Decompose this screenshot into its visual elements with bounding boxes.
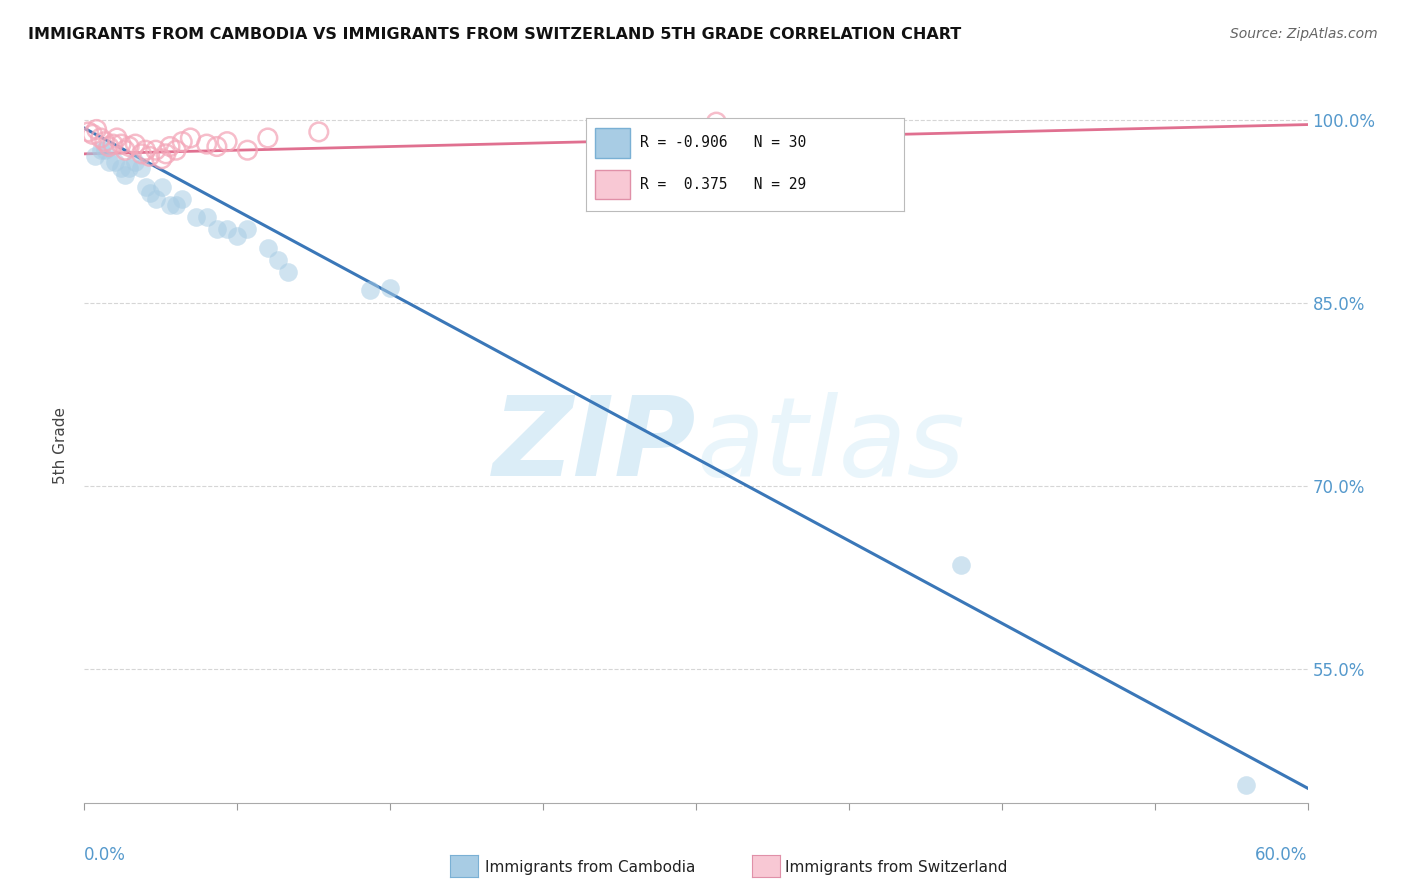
Point (205, 139, 228, 153)
Point (104, 155, 127, 169)
Point (150, 152, 173, 166)
Point (118, 139, 141, 153)
Point (90, 131, 112, 145)
Point (138, 186, 160, 200)
Text: Source: ZipAtlas.com: Source: ZipAtlas.com (1230, 27, 1378, 41)
Point (236, 222, 259, 236)
Point (145, 143, 167, 157)
Point (186, 211, 208, 225)
Y-axis label: 5th Grade: 5th Grade (53, 408, 69, 484)
Point (97, 155, 120, 169)
Text: IMMIGRANTS FROM CAMBODIA VS IMMIGRANTS FROM SWITZERLAND 5TH GRADE CORRELATION CH: IMMIGRANTS FROM CAMBODIA VS IMMIGRANTS F… (28, 27, 962, 42)
Point (165, 198, 187, 212)
Point (277, 265, 299, 279)
Point (101, 137, 124, 152)
Point (195, 137, 218, 152)
Point (205, 222, 228, 236)
Point (105, 131, 128, 145)
Point (110, 161, 132, 176)
Point (195, 211, 218, 225)
Point (1236, 777, 1258, 791)
Point (145, 192, 167, 206)
Text: Immigrants from Cambodia: Immigrants from Cambodia (485, 860, 696, 874)
Point (90, 143, 112, 157)
Point (138, 149, 160, 163)
Point (77, 125, 100, 139)
Point (97, 139, 120, 153)
Point (706, 115, 728, 129)
Point (217, 135, 239, 149)
Point (118, 161, 141, 176)
Point (359, 284, 381, 298)
Point (124, 137, 146, 152)
Text: ZIP: ZIP (492, 392, 696, 500)
Point (155, 146, 177, 161)
Point (114, 143, 136, 157)
Point (179, 131, 201, 145)
Point (159, 139, 181, 153)
Point (93, 135, 117, 149)
Text: Immigrants from Switzerland: Immigrants from Switzerland (785, 860, 1007, 874)
Point (159, 198, 181, 212)
Point (131, 161, 153, 176)
Point (83, 149, 105, 163)
Point (93, 143, 117, 157)
Point (110, 137, 132, 152)
Point (124, 155, 146, 169)
Point (236, 143, 259, 157)
Point (172, 192, 194, 206)
Point (217, 222, 239, 236)
Point (131, 146, 153, 161)
Point (257, 131, 280, 145)
Point (135, 143, 157, 157)
Point (308, 125, 330, 139)
Point (150, 179, 173, 194)
Point (226, 228, 249, 243)
Point (135, 179, 157, 194)
Point (86, 122, 108, 136)
Text: atlas: atlas (696, 392, 965, 500)
Text: 60.0%: 60.0% (1256, 846, 1308, 863)
Point (950, 558, 973, 572)
Point (82, 128, 104, 142)
Point (380, 281, 402, 295)
Point (172, 135, 194, 149)
Point (165, 143, 187, 157)
Point (114, 168, 136, 182)
Point (267, 252, 290, 267)
Text: 0.0%: 0.0% (84, 846, 127, 863)
Point (257, 241, 280, 255)
